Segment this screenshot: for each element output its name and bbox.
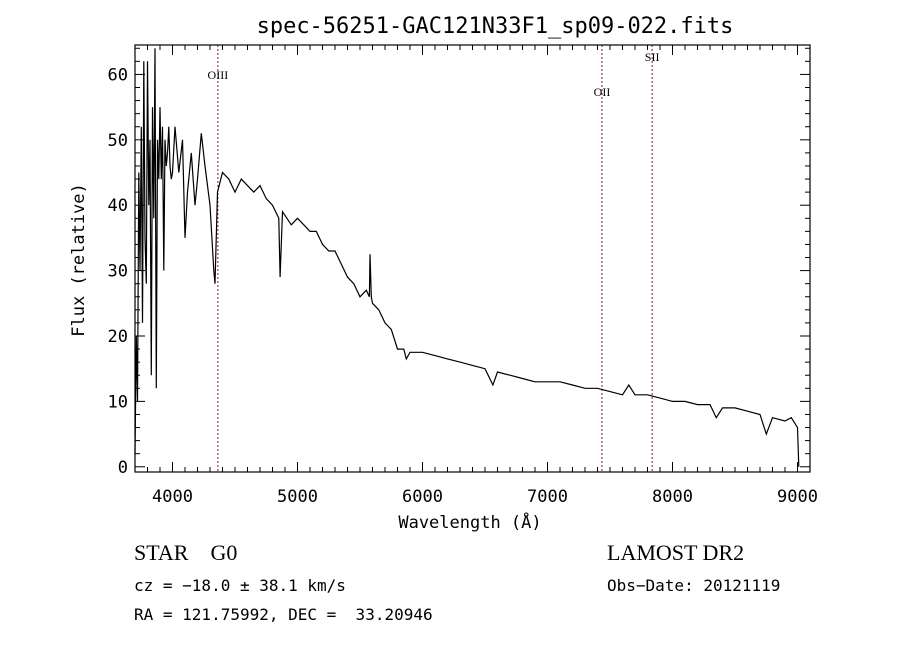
x-axis-label: Wavelength (Å) (398, 511, 541, 533)
x-tick-label: 8000 (652, 487, 693, 507)
observation-date: Obs−Date: 20121119 (607, 576, 781, 595)
y-tick-label: 50 (108, 131, 128, 151)
plot-frame (134, 44, 811, 473)
x-tick-label: 5000 (277, 487, 318, 507)
y-tick-label: 30 (108, 262, 128, 282)
line-label-oiii: OIII (208, 68, 229, 82)
object-class: STAR G0 (134, 540, 238, 565)
y-tick-label: 20 (108, 327, 128, 347)
spectrum-line (134, 48, 800, 467)
x-tick-label: 7000 (527, 487, 568, 507)
y-tick-label: 60 (108, 65, 128, 85)
survey-label: LAMOST DR2 (607, 540, 745, 565)
y-tick-label: 0 (118, 458, 128, 478)
line-label-sii: SII (645, 50, 660, 64)
x-tick-label: 4000 (152, 487, 193, 507)
x-tick-label: 6000 (402, 487, 443, 507)
x-tick-label: 9000 (777, 487, 818, 507)
y-tick-label: 10 (108, 392, 128, 412)
y-axis-label: Flux (relative) (69, 183, 89, 337)
chart-title: spec-56251-GAC121N33F1_sp09-022.fits (257, 14, 734, 39)
coordinates: RA = 121.75992, DEC = 33.20946 (134, 605, 433, 624)
y-tick-label: 40 (108, 196, 128, 216)
line-label-oii: OII (594, 85, 611, 99)
redshift-velocity: cz = −18.0 ± 38.1 km/s (134, 576, 346, 595)
